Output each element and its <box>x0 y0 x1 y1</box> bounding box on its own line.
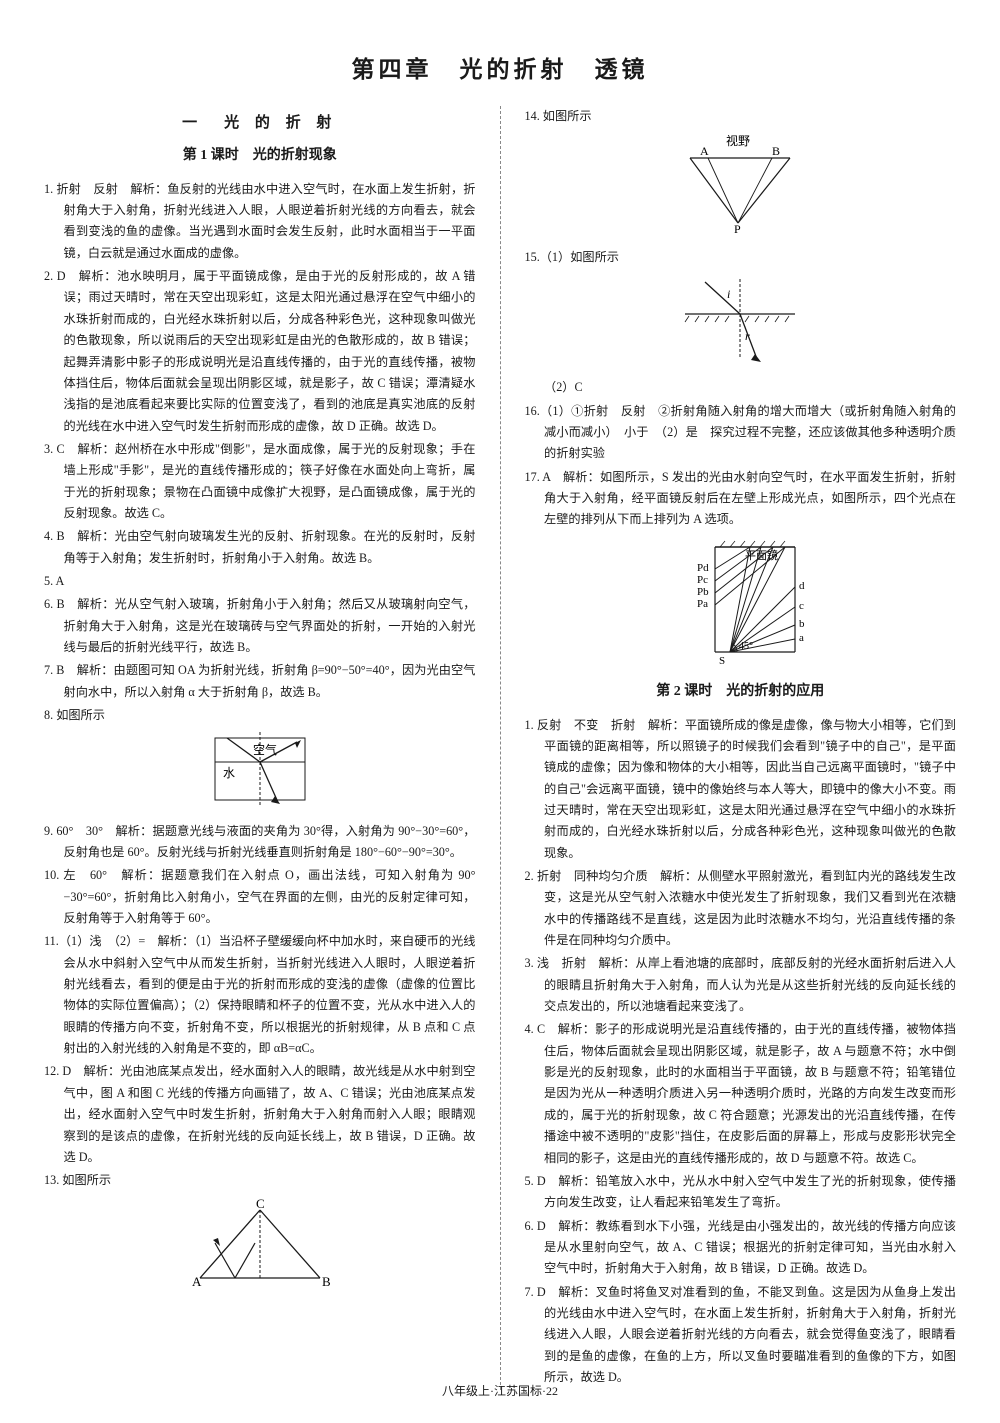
q10: 10. 左 60° 解析：据题意我们在入射点 O，画出法线，可知入射角为 90°… <box>44 865 476 929</box>
l2-q6: 6. D 解析：教练看到水下小强，光线是由小强发出的，故光线的传播方向应该是从水… <box>525 1216 957 1280</box>
l2-q1: 1. 反射 不变 折射 解析：平面镜所成的像是虚像，像与物大小相等，它们到平面镜… <box>525 715 957 864</box>
q12: 12. D 解析：光由池底某点发出，经水面射入人的眼睛，故光线是从水中射到空气中… <box>44 1061 476 1168</box>
q15: 15.（1）如图所示 <box>525 247 957 268</box>
fig8-water-label: 水 <box>223 766 235 780</box>
fig15-r: r <box>745 329 750 343</box>
fig17-Pb: Pb <box>697 586 709 598</box>
right-column: 14. 如图所示 视野 A B P 15.（1）如图所示 <box>525 106 957 1390</box>
l2-q5: 5. D 解析：铅笔放入水中，光从水中射入空气中发生了光的折射现象，使传播方向发… <box>525 1171 957 1214</box>
q14: 14. 如图所示 <box>525 106 957 127</box>
q16: 16.（1）①折射 反射 ②折射角随入射角的增大而增大（或折射角随入射角的减小而… <box>525 401 957 465</box>
chapter-title: 第四章 光的折射 透镜 <box>44 50 956 84</box>
q7: 7. B 解析：由题图可知 OA 为折射光线，折射角 β=90°−50°=40°… <box>44 660 476 703</box>
fig13-C: C <box>256 1198 265 1211</box>
q17: 17. A 解析：如图所示，S 发出的光由水射向空气时，在水平面发生折射，折射角… <box>525 467 957 531</box>
q6: 6. B 解析：光从空气射入玻璃，折射角小于入射角；然后又从玻璃射向空气，折射角… <box>44 594 476 658</box>
l2-q3: 3. 浅 折射 解析：从岸上看池塘的底部时，底部反射的光经水面折射后进入人的眼睛… <box>525 953 957 1017</box>
figure-13: A B C <box>44 1198 476 1300</box>
content-columns: 一 光 的 折 射 第 1 课时 光的折射现象 1. 折射 反射 解析：鱼反射的… <box>44 106 956 1390</box>
q4: 4. B 解析：光由空气射向玻璃发生光的反射、折射现象。在光的反射时，反射角等于… <box>44 526 476 569</box>
l2-q4: 4. C 解析：影子的形成说明光是沿直线传播的，由于光的直线传播，被物体挡住后，… <box>525 1019 957 1168</box>
figure-15: i r <box>525 274 957 371</box>
fig14-P: P <box>734 222 741 233</box>
q2: 2. D 解析：池水映明月，属于平面镜成像，是由于光的反射形成的，故 A 错误；… <box>44 266 476 437</box>
column-divider <box>500 106 501 1390</box>
fig17-S: S <box>719 655 725 667</box>
q5: 5. A <box>44 571 476 592</box>
fig17-b: b <box>799 618 805 630</box>
fig17-angle: 45° <box>739 641 753 652</box>
fig17-Pd: Pd <box>697 562 709 574</box>
lesson1-title: 第 1 课时 光的折射现象 <box>44 144 476 169</box>
fig13-A: A <box>192 1274 202 1289</box>
l2-q2: 2. 折射 同种均匀介质 解析：从侧壁水平照射激光，看到缸内光的路线发生改变，这… <box>525 866 957 951</box>
lesson2-title: 第 2 课时 光的折射的应用 <box>525 680 957 705</box>
l2-q7: 7. D 解析：叉鱼时将鱼叉对准看到的鱼，不能叉到鱼。这是因为从鱼身上发出的光线… <box>525 1282 957 1389</box>
fig15-i: i <box>727 287 730 301</box>
figure-8: 空气 水 <box>44 732 476 814</box>
q3: 3. C 解析：赵州桥在水中形成"倒影"，是水面成像，属于光的反射现象；手在墙上… <box>44 439 476 524</box>
q13: 13. 如图所示 <box>44 1170 476 1191</box>
section-title: 一 光 的 折 射 <box>44 110 476 136</box>
fig17-Pa: Pa <box>697 598 708 610</box>
figure-14: 视野 A B P <box>525 133 957 240</box>
fig14-top: 视野 <box>726 133 750 148</box>
fig17-d: d <box>799 580 805 592</box>
q11: 11.（1）浅 （2）= 解析：（1）当沿杯子壁缓缓向杯中加水时，来自硬币的光线… <box>44 931 476 1059</box>
fig17-Pc: Pc <box>697 574 708 586</box>
fig14-B: B <box>772 144 780 158</box>
fig13-B: B <box>322 1274 331 1289</box>
q15-2: （2）C <box>525 377 957 398</box>
fig17-c: c <box>799 600 804 612</box>
q8: 8. 如图所示 <box>44 705 476 726</box>
left-column: 一 光 的 折 射 第 1 课时 光的折射现象 1. 折射 反射 解析：鱼反射的… <box>44 106 476 1390</box>
q1: 1. 折射 反射 解析：鱼反射的光线由水中进入空气时，在水面上发生折射，折射角大… <box>44 179 476 264</box>
fig17-a: a <box>799 632 804 644</box>
q9: 9. 60° 30° 解析：据题意光线与液面的夹角为 30°得，入射角为 90°… <box>44 821 476 864</box>
page-footer: 八年级上·江苏国标·22 <box>0 1382 1000 1399</box>
fig14-A: A <box>700 144 709 158</box>
figure-17: 平面镜 Pd Pc Pb Pa d <box>525 537 957 674</box>
